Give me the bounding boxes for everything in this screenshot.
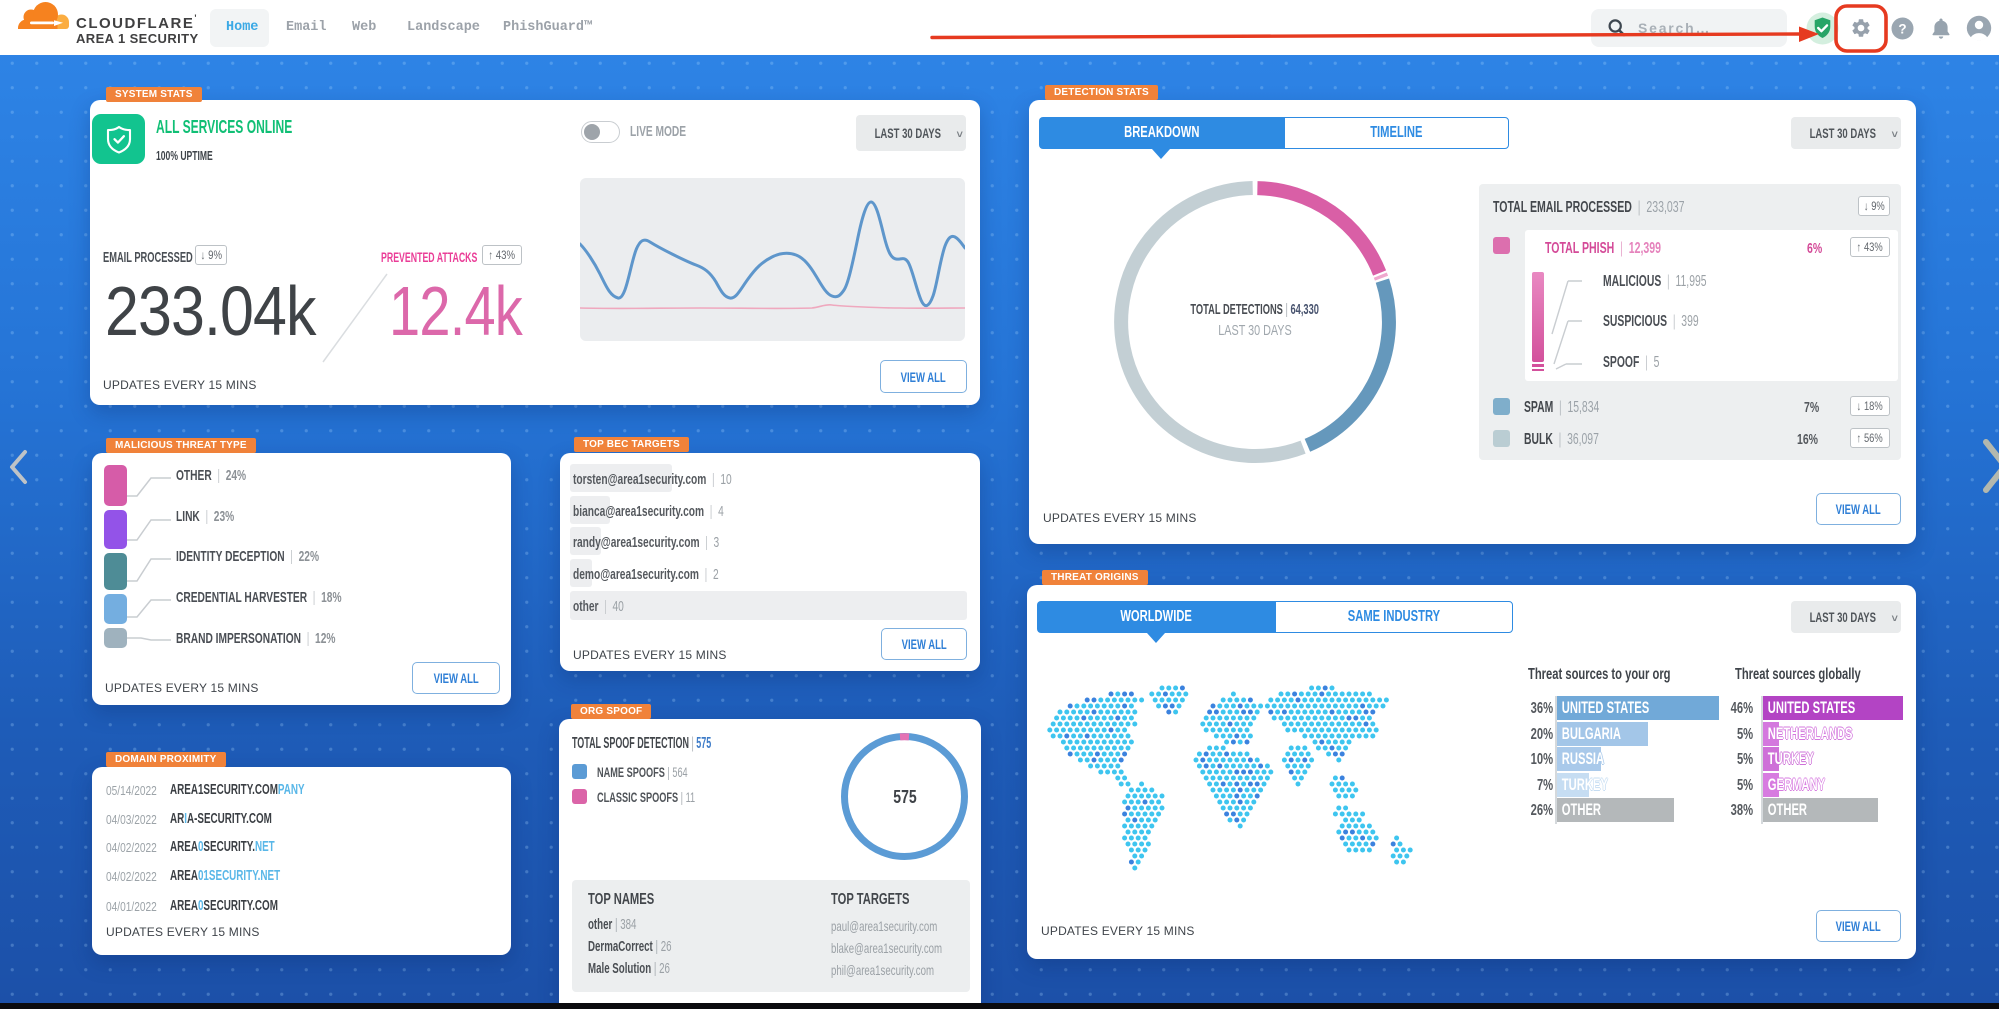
svg-text:?: ? — [1898, 21, 1906, 36]
